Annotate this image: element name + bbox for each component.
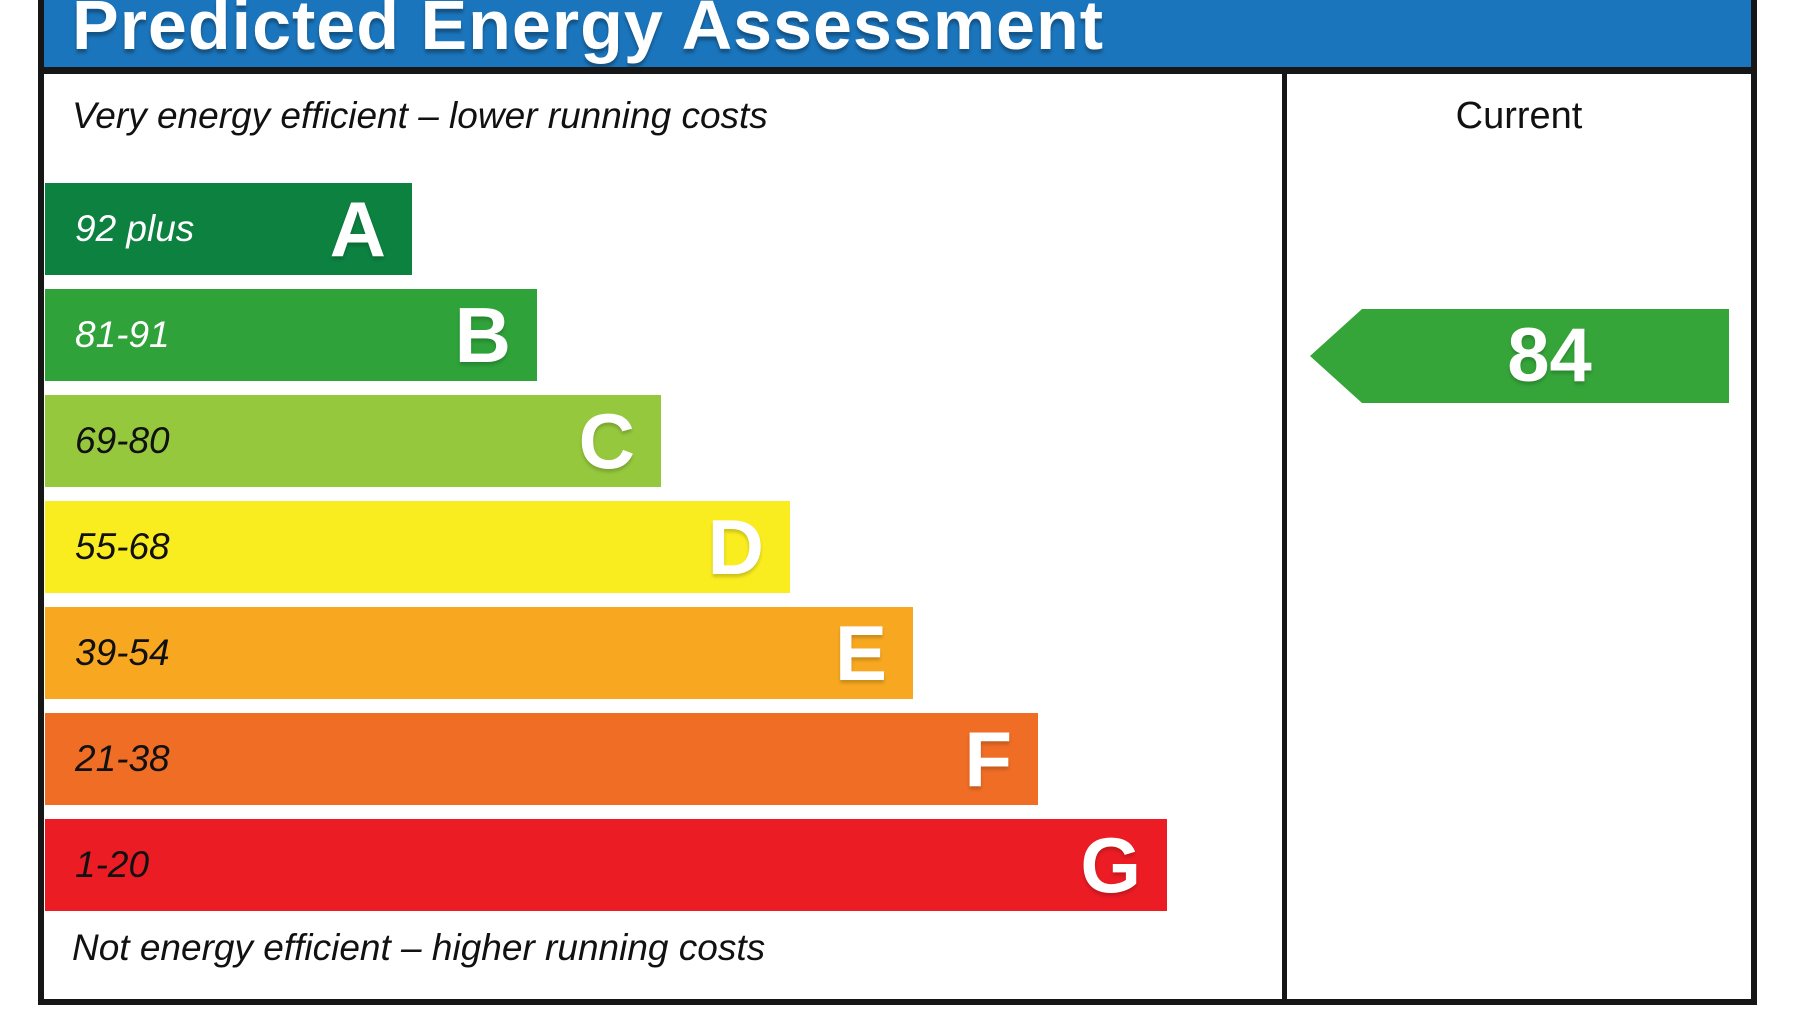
top-caption: Very energy efficient – lower running co… — [72, 95, 768, 136]
band-row-b: 81-91 B — [45, 289, 537, 381]
band-range-label: 92 plus — [75, 208, 195, 249]
band-letter: D — [707, 503, 764, 591]
band-row-d: 55-68 D — [45, 501, 790, 593]
band-letter: E — [834, 609, 887, 697]
band-range-label: 69-80 — [75, 420, 170, 461]
page-title: Predicted Energy Assessment — [72, 0, 1105, 64]
current-rating-arrow — [1310, 309, 1729, 403]
band-range-label: 55-68 — [75, 526, 170, 567]
band-row-e: 39-54 E — [45, 607, 913, 699]
band-range-label: 39-54 — [75, 632, 170, 673]
band-range-label: 21-38 — [75, 738, 170, 779]
band-row-c: 69-80 C — [45, 395, 661, 487]
band-row-f: 21-38 F — [45, 713, 1038, 805]
current-column-header: Current — [1455, 95, 1583, 137]
bottom-caption: Not energy efficient – higher running co… — [72, 927, 766, 968]
band-row-g: 1-20 G — [45, 819, 1167, 911]
title-bar: Predicted Energy Assessment — [44, 0, 1751, 74]
band-letter: C — [578, 397, 635, 485]
band-letter: A — [329, 185, 386, 273]
band-range-label: 1-20 — [75, 844, 150, 885]
current-arrow-shape — [1310, 309, 1729, 403]
band-row-a: 92 plus A — [45, 183, 412, 275]
band-letter: G — [1080, 821, 1141, 909]
certificate-box: Predicted Energy Assessment Very energy … — [38, 0, 1757, 1005]
band-range-label: 81-91 — [75, 314, 170, 355]
panel-divider — [1282, 74, 1287, 999]
current-rating-value: 84 — [1507, 313, 1592, 398]
left-arrow-icon — [1310, 309, 1729, 403]
band-letter: F — [964, 715, 1012, 803]
band-letter: B — [454, 291, 511, 379]
chart-content: Very energy efficient – lower running co… — [44, 74, 1751, 999]
